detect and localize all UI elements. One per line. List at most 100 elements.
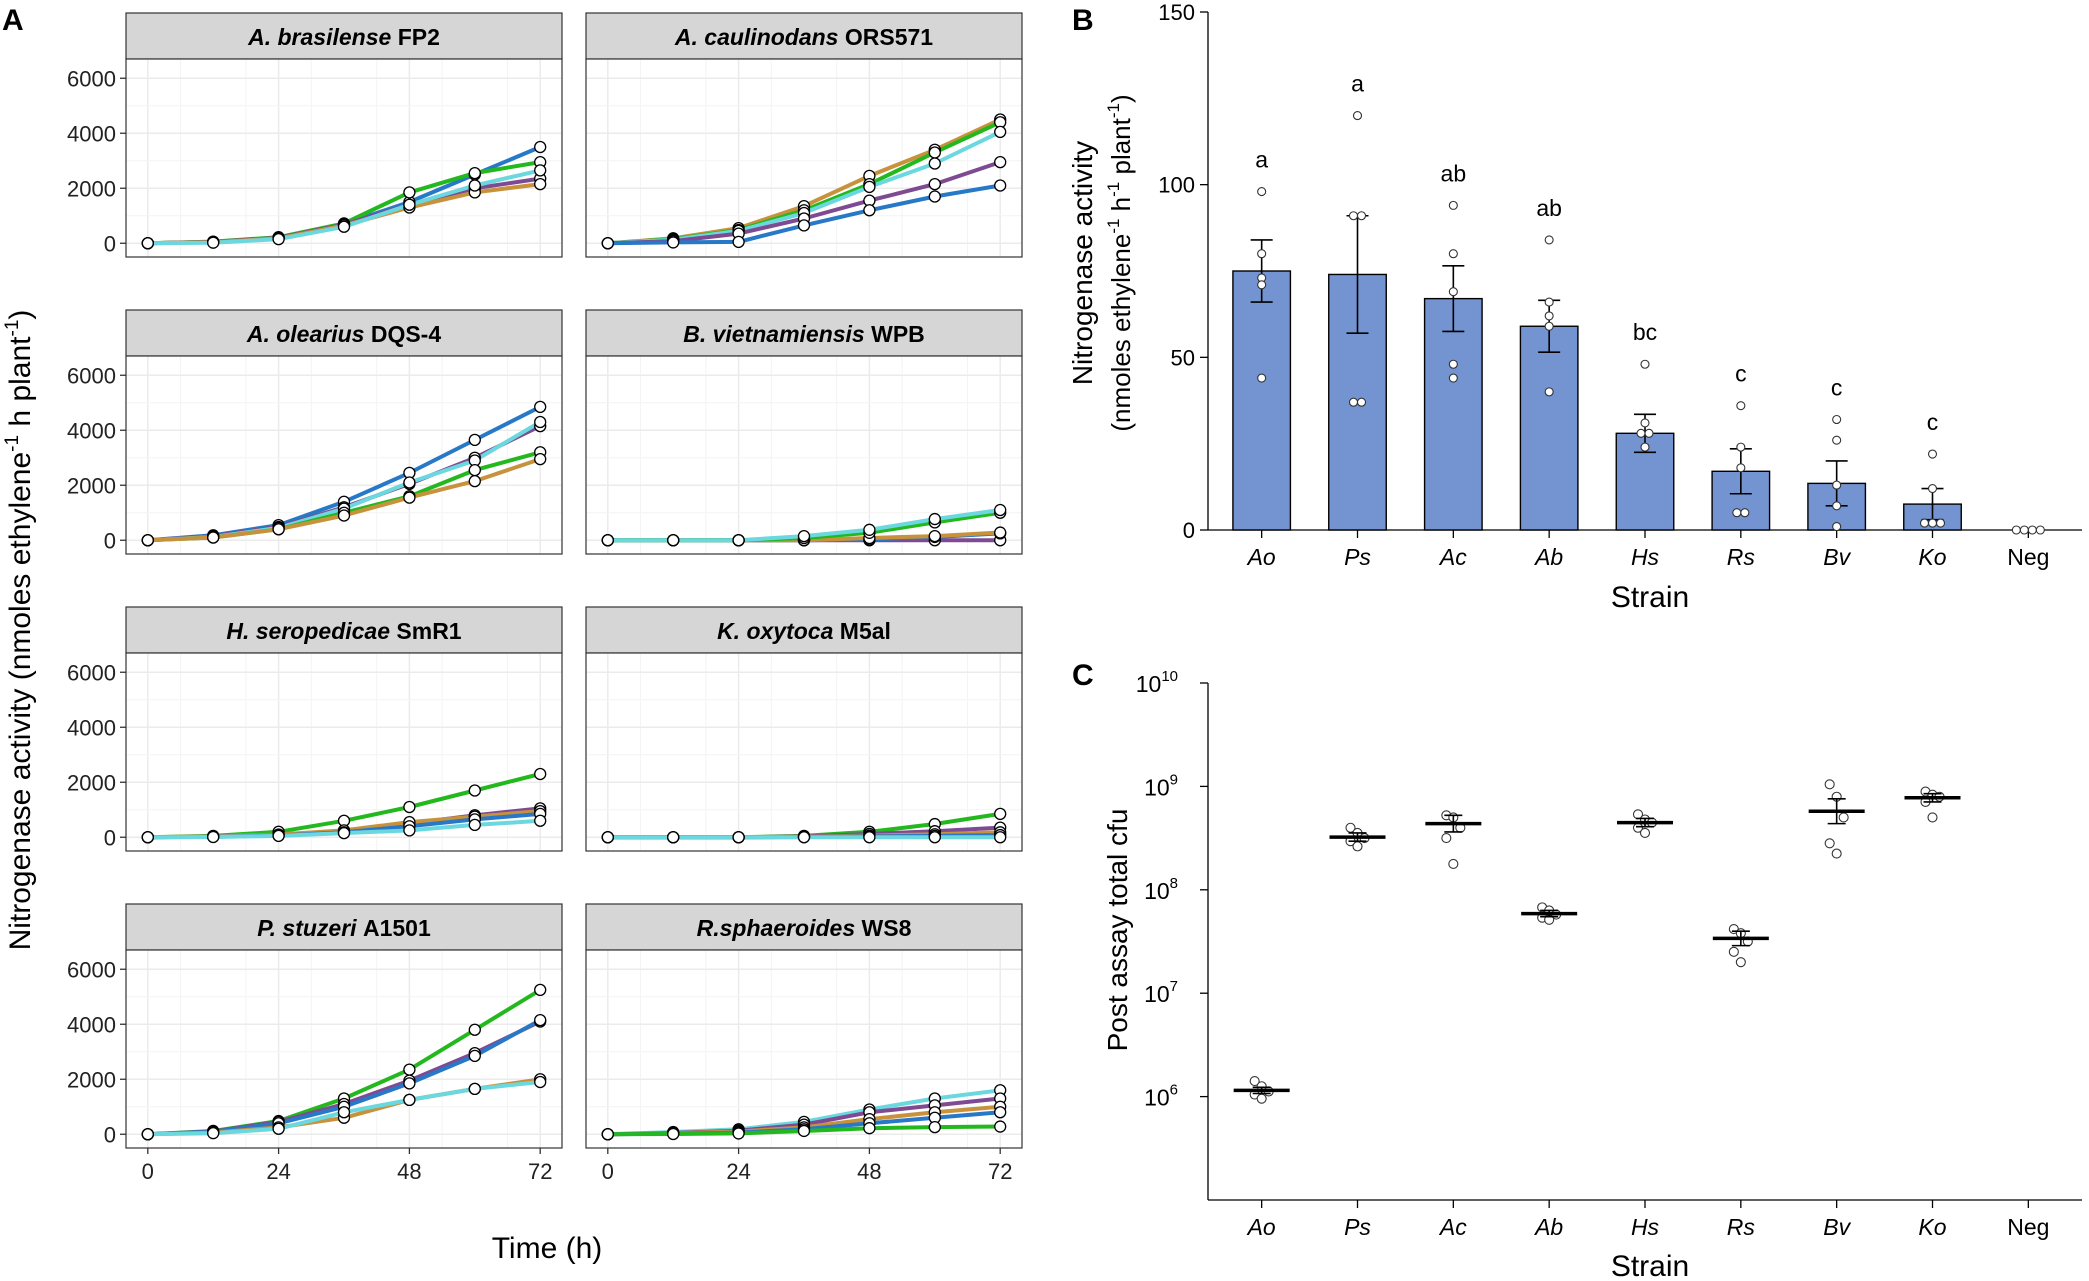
data-point-orange: [207, 531, 220, 544]
x-tick-label: 24: [266, 1159, 290, 1184]
y-tick-label: 2000: [67, 1067, 116, 1092]
data-point-green: [797, 1124, 811, 1138]
replicate-point: [1352, 111, 1363, 121]
x-tick-label: Neg: [2007, 544, 2049, 570]
facet-strain: ORS571: [845, 24, 933, 50]
data-point-purple: [928, 177, 941, 191]
data-point-blue: [863, 204, 876, 217]
data-point-cyan: [601, 534, 614, 547]
y-tick-label: 4000: [67, 121, 116, 146]
data-point-cyan: [667, 534, 680, 547]
x-tick-label: Ps: [1344, 1214, 1371, 1240]
y-tick-label: 2000: [67, 176, 116, 201]
data-point-cyan: [732, 534, 745, 547]
replicate-point: [1832, 521, 1842, 532]
data-point-green: [732, 1127, 745, 1140]
y-tick-label: 4000: [67, 1012, 116, 1037]
x-tick-label: Ac: [1438, 1214, 1467, 1240]
panel-a-x-axis-title: Time (h): [492, 1232, 603, 1265]
data-point-cyan: [534, 1075, 547, 1089]
panel-a-facets: A. brasilense FP2 0 2000 4000 6000 A. caulino…: [67, 12, 1023, 1184]
facet-frame: [125, 652, 563, 852]
replicate-point: [1927, 812, 1938, 823]
y-tick-label: 0: [1183, 518, 1195, 543]
x-tick-label: Hs: [1631, 1214, 1660, 1240]
data-point-blue: [994, 179, 1007, 192]
replicate-point: [1256, 1093, 1267, 1104]
data-point-cyan: [732, 831, 745, 844]
replicate-point: [1448, 287, 1458, 297]
data-point-blue: [797, 219, 811, 232]
data-point-green: [928, 146, 941, 159]
data-point-cyan: [468, 1082, 481, 1096]
x-tick-label: 0: [602, 1159, 614, 1184]
data-point-cyan: [337, 826, 351, 840]
facet-7: R.sphaeroides WS8 0 24 48 72: [585, 903, 1023, 1184]
facet-frame: [585, 355, 1023, 555]
significance-letter: bc: [1633, 319, 1657, 345]
data-point-orange: [337, 509, 351, 522]
facet-strain: A1501: [363, 915, 431, 941]
significance-letter: ab: [1536, 195, 1562, 221]
facet-plot-area: [586, 653, 1022, 851]
data-point-cyan: [601, 831, 614, 844]
panel-a-label: A: [2, 4, 24, 37]
data-point-cyan: [403, 1093, 416, 1107]
data-point-cyan: [534, 415, 547, 429]
replicate-point: [1448, 858, 1459, 870]
y-tick-label: 109: [1144, 771, 1178, 800]
x-tick-label: 24: [726, 1159, 750, 1184]
facet-strip: [125, 12, 563, 60]
facet-4: H. seropedicae SmR1 0 2000 4000 6000: [67, 606, 563, 852]
x-tick-label: Ps: [1344, 544, 1371, 570]
data-point-green: [468, 166, 481, 180]
facet-3: B. vietnamiensis WPB: [585, 309, 1023, 555]
x-tick-label: 48: [857, 1159, 881, 1184]
replicate-point: [1544, 311, 1554, 321]
x-tick-label: Bv: [1823, 544, 1851, 570]
facet-frame: [585, 949, 1023, 1149]
replicate-point: [1735, 957, 1746, 968]
facet-strain: WS8: [862, 915, 912, 941]
data-point-green: [403, 1063, 416, 1076]
replicate-point: [1832, 480, 1842, 490]
facet-strain: M5al: [840, 618, 891, 644]
replicate-point: [1544, 387, 1554, 397]
data-point-orange: [141, 534, 154, 547]
data-point-green: [403, 800, 416, 814]
data-point-cyan: [928, 512, 941, 526]
data-point-cyan: [534, 164, 547, 177]
y-tick-label: 6000: [67, 66, 116, 91]
facet-strip: [125, 309, 563, 357]
significance-letter: c: [1735, 361, 1747, 387]
data-point-cyan: [207, 1127, 220, 1140]
facet-plot-area: [586, 356, 1022, 554]
replicate-point: [1736, 442, 1746, 452]
panel-b-label: B: [1072, 4, 1094, 37]
y-tick-exponent: 8: [1170, 875, 1178, 892]
panel-b-y-axis-title: Nitrogenase activity: [1067, 141, 1098, 385]
data-point-blue: [928, 190, 941, 203]
replicate-point: [1736, 401, 1746, 411]
panel-b-y-axis-title-units: (nmoles ethylene-1 h-1 plant-1): [1104, 94, 1136, 431]
facet-species: B. vietnamiensis: [683, 321, 865, 347]
facet-frame: [125, 355, 563, 555]
data-point-cyan: [272, 829, 285, 843]
data-point-green: [534, 983, 547, 997]
replicate-point: [1640, 418, 1650, 428]
y-tick-base: 10: [1144, 774, 1170, 800]
data-point-cyan: [272, 232, 285, 246]
replicate-point: [1728, 946, 1739, 957]
panel-b-x-axis-title: Strain: [1611, 581, 1689, 614]
data-point-green: [667, 1127, 680, 1141]
significance-letter: c: [1927, 409, 1939, 435]
x-tick-label: 0: [142, 1159, 154, 1184]
replicate-point: [1348, 397, 1359, 407]
replicate-point: [1919, 518, 1930, 528]
replicate-point: [1448, 249, 1458, 259]
data-point-orange: [468, 474, 481, 488]
data-point-green: [601, 1128, 614, 1141]
data-point-cyan: [468, 179, 481, 192]
x-tick-label: Neg: [2007, 1214, 2049, 1240]
y-tick-label: 2000: [67, 473, 116, 498]
